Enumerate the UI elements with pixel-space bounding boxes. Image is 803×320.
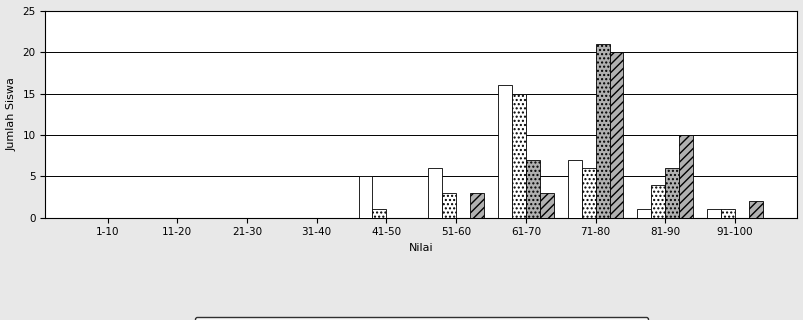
Bar	[664, 168, 679, 218]
Bar	[637, 209, 650, 218]
Bar	[609, 52, 622, 218]
Bar	[720, 209, 734, 218]
Bar	[679, 135, 692, 218]
Bar	[525, 160, 539, 218]
Bar	[358, 176, 372, 218]
Bar	[428, 168, 442, 218]
Bar	[595, 44, 609, 218]
Bar	[539, 193, 553, 218]
Bar	[748, 201, 762, 218]
Y-axis label: Jumlah Siswa: Jumlah Siswa	[7, 77, 17, 151]
Bar	[470, 193, 483, 218]
Bar	[512, 94, 525, 218]
Bar	[706, 209, 720, 218]
Bar	[442, 193, 455, 218]
Bar	[372, 209, 386, 218]
Bar	[567, 160, 581, 218]
Bar	[497, 85, 512, 218]
Bar	[650, 185, 664, 218]
Bar	[581, 168, 595, 218]
X-axis label: Nilai: Nilai	[409, 243, 433, 253]
Legend: Motivasi Belajar Awal, Motivasi Belajar 1, Motivasi Belajar 2, Motivasi Belajar : Motivasi Belajar Awal, Motivasi Belajar …	[195, 317, 646, 320]
